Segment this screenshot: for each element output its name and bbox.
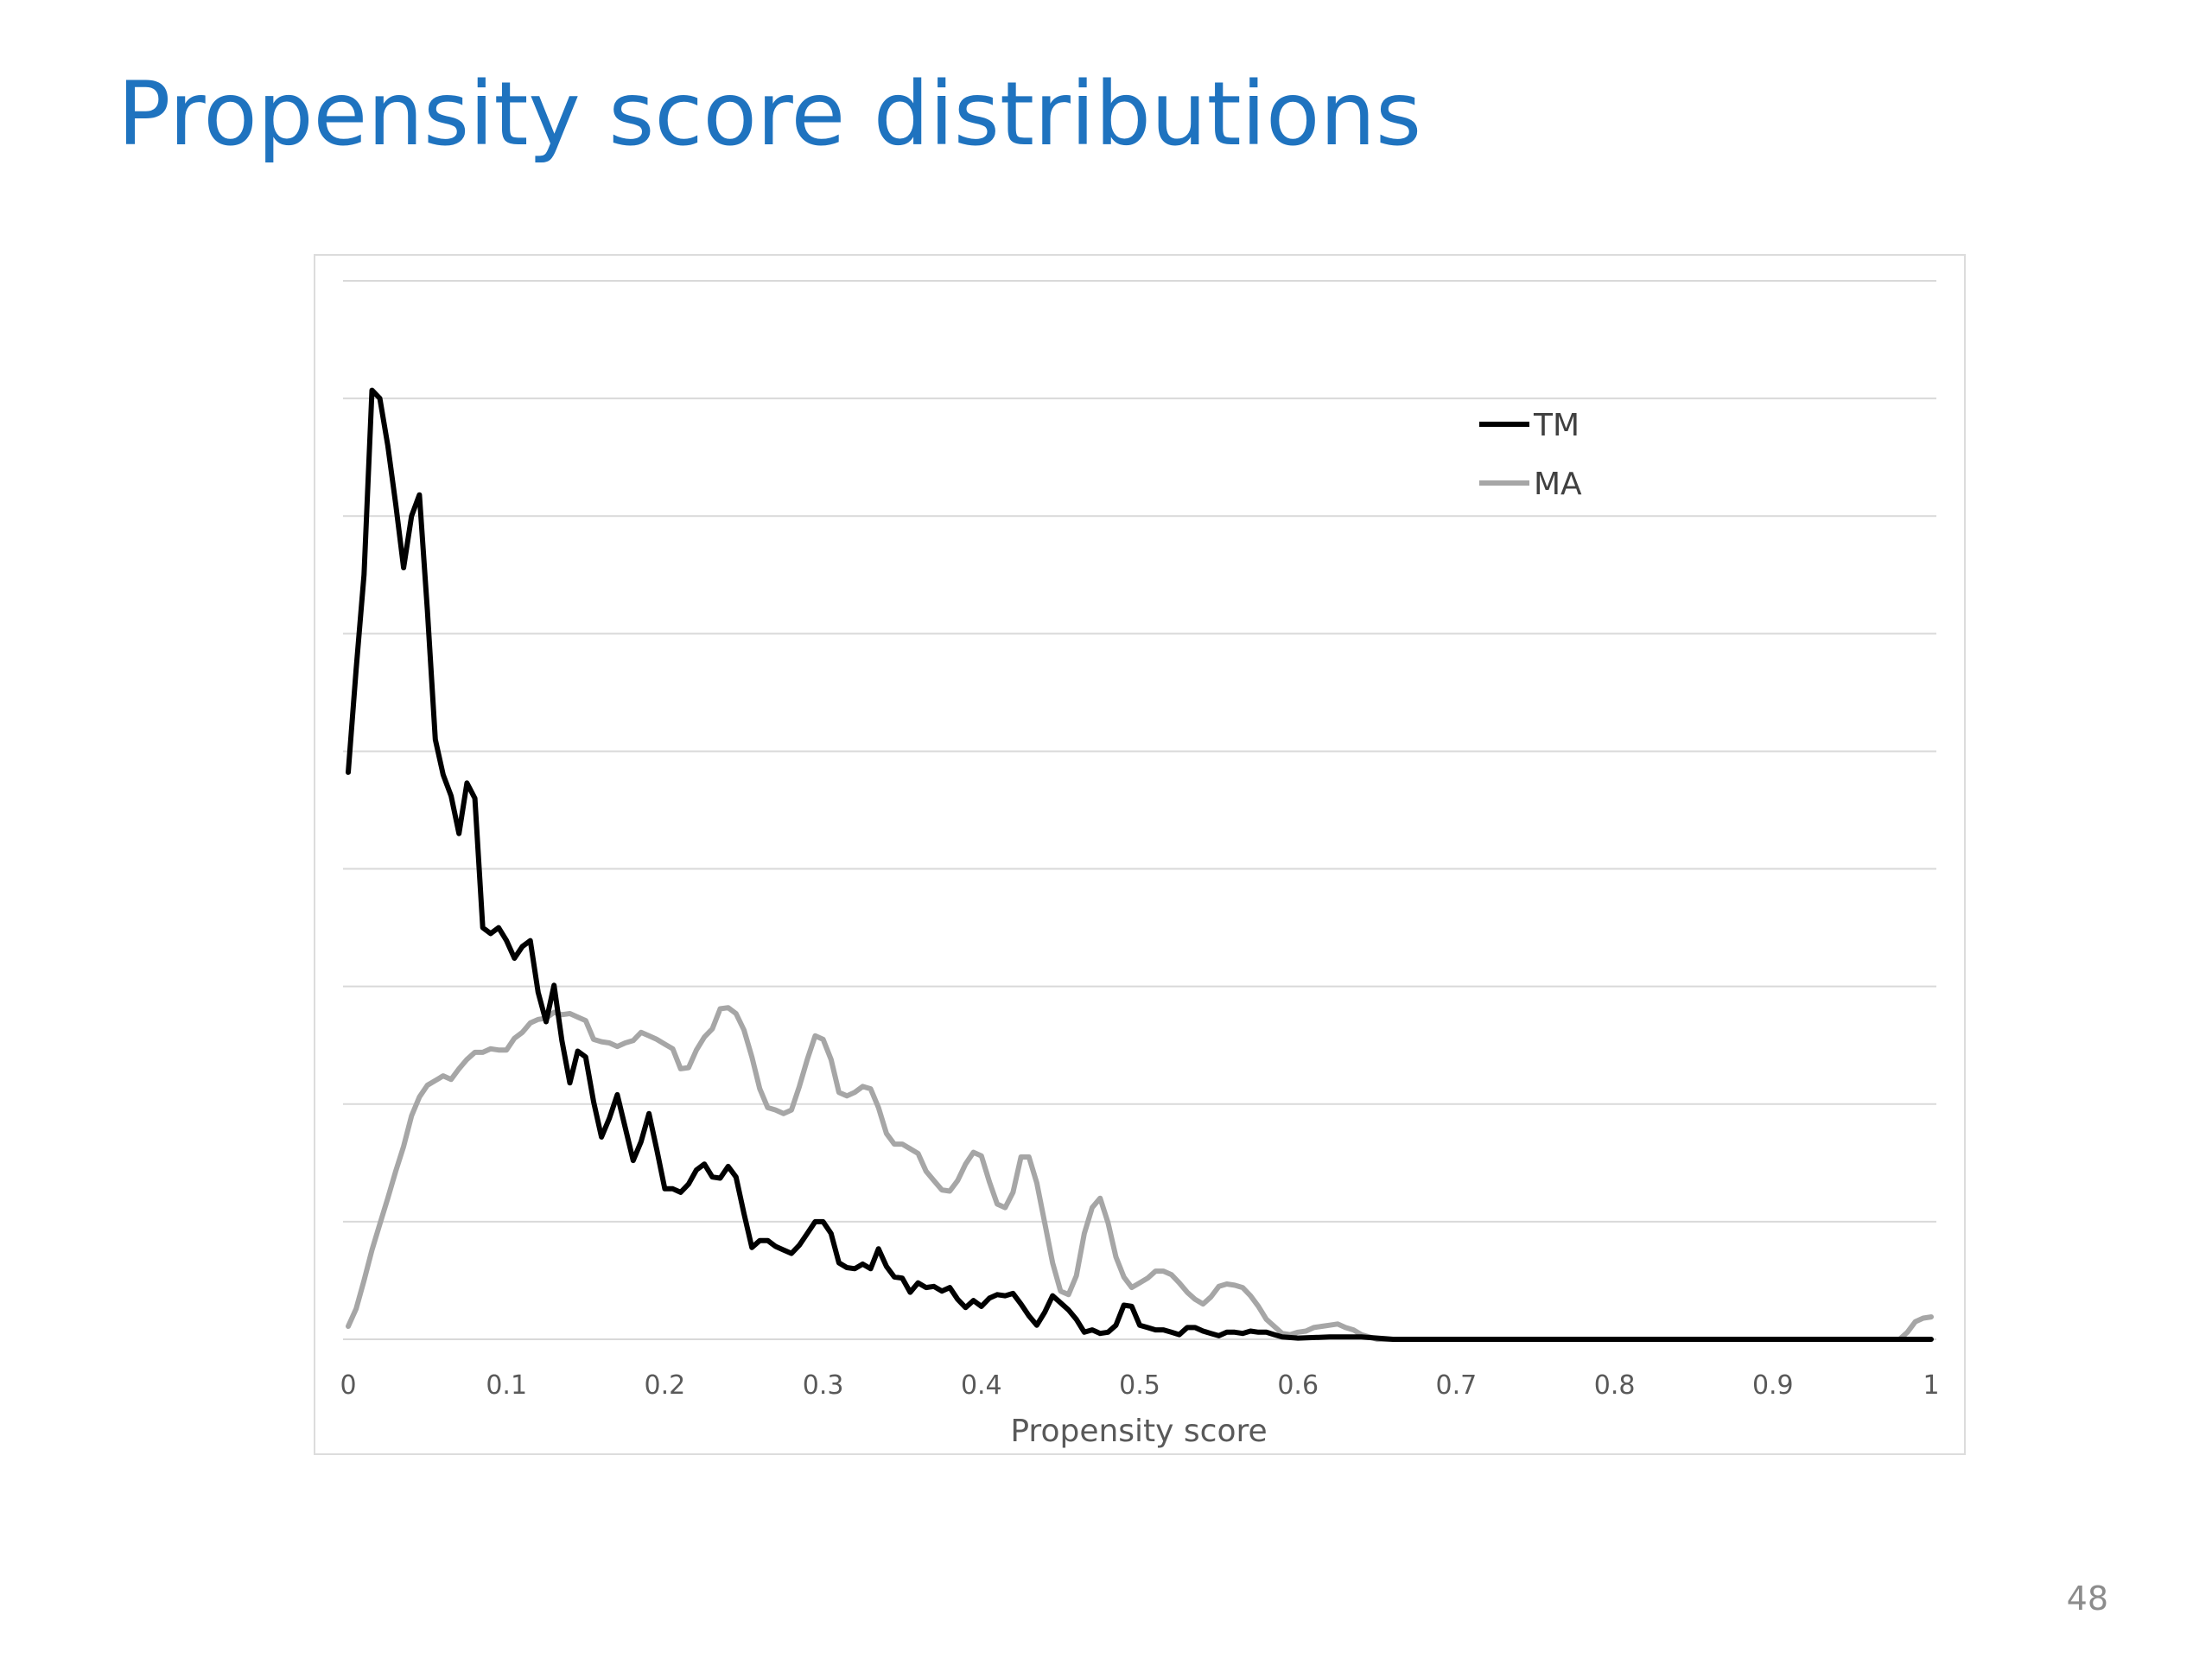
legend: TM MA	[1479, 408, 1582, 502]
x-tick-label-3: 0.3	[803, 1370, 844, 1401]
x-tick-label-1: 0.1	[486, 1370, 527, 1401]
x-tick-label-9: 0.9	[1752, 1370, 1794, 1401]
x-tick-label-2: 0.2	[645, 1370, 686, 1401]
x-tick-label-5: 0.5	[1119, 1370, 1160, 1401]
x-tick-label-8: 0.8	[1594, 1370, 1636, 1401]
x-axis-title: Propensity score	[1010, 1414, 1267, 1449]
series-lines	[346, 387, 1934, 1342]
series-line-ma	[346, 1005, 1934, 1342]
slide-title: Propensity score distributions	[118, 63, 1422, 166]
x-tick-label-0: 0	[340, 1370, 356, 1401]
legend-label-tm: TM	[1533, 408, 1580, 443]
x-tick-label-7: 0.7	[1436, 1370, 1478, 1401]
chart-frame	[314, 254, 1966, 1455]
x-tick-label-6: 0.6	[1277, 1370, 1319, 1401]
legend-label-ma: MA	[1534, 467, 1582, 502]
x-tick-label-4: 0.4	[961, 1370, 1002, 1401]
page-number: 48	[2066, 1580, 2108, 1618]
series-line-tm	[346, 387, 1934, 1342]
x-tick-label-10: 1	[1923, 1370, 1939, 1401]
y-gridlines	[343, 280, 1936, 1340]
x-axis-ticks: 0 0.1 0.2 0.3 0.4 0.5 0.6 0.7 0.8 0.9 1	[340, 1370, 1939, 1401]
